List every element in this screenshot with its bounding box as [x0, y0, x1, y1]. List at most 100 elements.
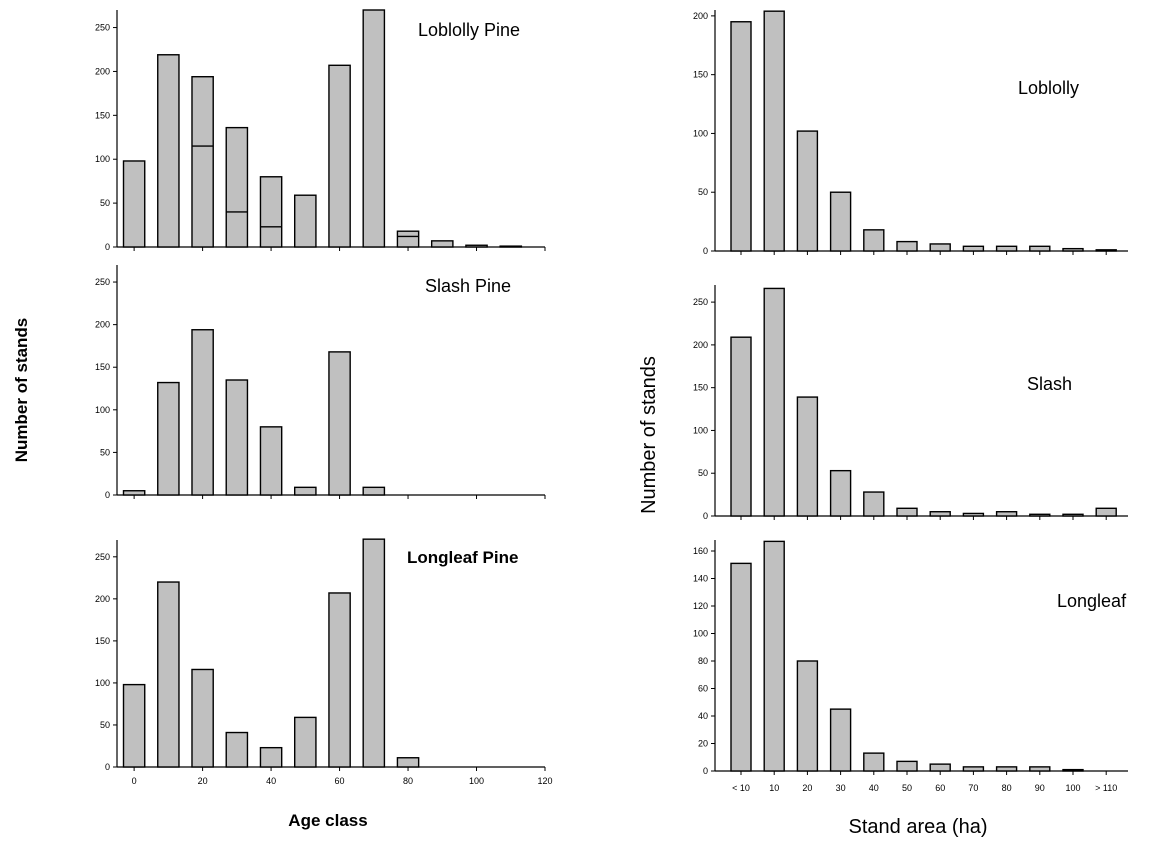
bar [829, 708, 852, 772]
bar [829, 469, 852, 517]
bar [730, 562, 752, 772]
bar [362, 486, 386, 496]
bar [191, 329, 214, 496]
x-tick-label: 60 [335, 776, 345, 786]
x-tick-label: > 110 [1095, 783, 1117, 793]
bar [259, 746, 283, 768]
y-tick-label: 50 [100, 198, 110, 208]
bar [362, 9, 386, 248]
bar [863, 229, 885, 252]
y-tick-label: 50 [698, 468, 708, 478]
bar [328, 592, 351, 768]
bar [259, 176, 283, 248]
bar [1095, 507, 1117, 517]
y-tick-label: 80 [698, 656, 708, 666]
bar [796, 130, 819, 252]
bar [122, 490, 146, 496]
panel-slash-pine: 0 50 100 150 200 250 Slash Pine [95, 265, 546, 500]
y-tick-label: 50 [100, 720, 110, 730]
bar [962, 512, 985, 517]
bar [863, 752, 885, 772]
bar [499, 245, 523, 248]
y-tick-label: 0 [105, 242, 110, 252]
x-tick-label: 40 [869, 783, 879, 793]
bar [1029, 513, 1051, 517]
bar [763, 540, 785, 772]
y-tick-label: 0 [105, 762, 110, 772]
left-x-axis-label: Age class [288, 811, 367, 830]
bar [896, 507, 918, 517]
y-tick-label: 0 [703, 766, 708, 776]
bar [191, 668, 214, 768]
bar [929, 243, 951, 252]
bar [430, 240, 454, 248]
bar [1095, 249, 1117, 252]
panel-title: Slash Pine [425, 276, 511, 296]
panel-slash-area: 0 50 100 150 200 250 Slash [693, 285, 1128, 521]
y-tick-label: 50 [100, 447, 110, 457]
bar [225, 731, 249, 768]
y-tick-label: 250 [693, 297, 708, 307]
bar [995, 245, 1018, 252]
y-tick-label: 150 [693, 70, 708, 80]
bar [829, 191, 852, 252]
bar [763, 287, 785, 517]
y-tick-label: 40 [698, 711, 708, 721]
y-tick-label: 20 [698, 739, 708, 749]
bar [191, 76, 214, 248]
bar [896, 240, 918, 252]
bar [157, 381, 180, 496]
bar [730, 21, 752, 252]
x-tick-label: 0 [132, 776, 137, 786]
y-tick-label: 140 [693, 574, 708, 584]
bar [796, 660, 819, 772]
bar [294, 716, 317, 768]
panel-loblolly-area: 0 50 100 150 200 Loblolly [693, 10, 1128, 256]
x-tick-label: 90 [1035, 783, 1045, 793]
right-x-axis-label: Stand area (ha) [849, 816, 988, 838]
bar [995, 766, 1018, 772]
x-tick-label: 100 [1065, 783, 1080, 793]
y-tick-label: 50 [698, 187, 708, 197]
bar [1029, 766, 1051, 772]
panel-title: Longleaf Pine [407, 548, 518, 567]
bar [294, 194, 317, 248]
bar [328, 351, 351, 496]
y-tick-label: 100 [95, 154, 110, 164]
bar [796, 396, 819, 517]
x-tick-label: 60 [935, 783, 945, 793]
y-tick-label: 100 [693, 629, 708, 639]
x-tick-label: 10 [769, 783, 779, 793]
y-tick-label: 100 [693, 128, 708, 138]
bar [962, 766, 985, 772]
bar [294, 486, 317, 496]
y-tick-label: 150 [693, 383, 708, 393]
y-tick-label: 60 [698, 684, 708, 694]
y-tick-label: 200 [693, 11, 708, 21]
bar [1062, 247, 1084, 252]
bar [763, 10, 785, 252]
x-tick-label: 50 [902, 783, 912, 793]
y-tick-label: 200 [95, 320, 110, 330]
bar [465, 244, 488, 248]
bar [122, 683, 146, 768]
bar [863, 491, 885, 517]
bar [929, 763, 951, 772]
panel-loblolly-pine: 0 50 100 150 200 250 Loblolly Pine [95, 9, 546, 252]
x-tick-label: 20 [802, 783, 812, 793]
bar [157, 54, 180, 248]
y-tick-label: 200 [95, 66, 110, 76]
bar [929, 511, 951, 517]
panel-title: Longleaf [1057, 591, 1127, 611]
x-tick-label: 80 [403, 776, 413, 786]
y-tick-label: 150 [95, 110, 110, 120]
y-tick-label: 0 [703, 246, 708, 256]
bar [157, 581, 180, 768]
y-tick-label: 150 [95, 362, 110, 372]
bar [730, 336, 752, 517]
bar [1062, 768, 1084, 772]
bar [225, 126, 249, 248]
x-tick-label: 20 [198, 776, 208, 786]
bar [396, 230, 420, 248]
